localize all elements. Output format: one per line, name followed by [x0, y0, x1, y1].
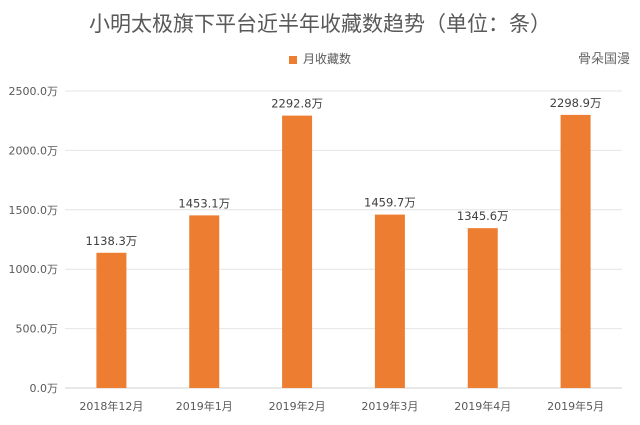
bar — [560, 114, 591, 388]
y-tick-label: 1500.0万 — [9, 204, 59, 217]
x-tick-label: 2019年5月 — [547, 399, 604, 413]
watermark: 骨朵国漫 — [577, 52, 630, 67]
chart-title: 小明太极旗下平台近半年收藏数趋势（单位：条） — [89, 12, 551, 36]
data-label: 1138.3万 — [86, 234, 138, 248]
bar — [96, 252, 127, 388]
x-tick-label: 2019年3月 — [361, 399, 418, 413]
legend-swatch — [288, 55, 297, 64]
x-tick-label: 2018年12月 — [79, 399, 143, 413]
legend: 月收藏数 — [0, 50, 640, 67]
y-tick-label: 500.0万 — [16, 323, 59, 336]
y-tick-label: 1000.0万 — [9, 263, 59, 276]
bar — [282, 115, 313, 388]
x-tick-label: 2019年4月 — [454, 399, 511, 413]
legend-label: 月收藏数 — [302, 52, 351, 66]
bar — [467, 228, 498, 388]
y-tick-label: 2500.0万 — [9, 85, 59, 98]
x-tick-label: 2019年1月 — [176, 399, 233, 413]
x-tick-label: 2019年2月 — [269, 399, 326, 413]
data-label: 1345.6万 — [457, 209, 509, 223]
y-tick-label: 0.0万 — [30, 382, 59, 395]
data-label: 1453.1万 — [178, 196, 230, 210]
y-tick-label: 2000.0万 — [9, 144, 59, 157]
bar — [374, 214, 405, 388]
data-label: 1459.7万 — [364, 196, 416, 210]
bar — [189, 215, 220, 388]
data-label: 2298.9万 — [550, 96, 602, 110]
data-label: 2292.8万 — [271, 97, 323, 111]
